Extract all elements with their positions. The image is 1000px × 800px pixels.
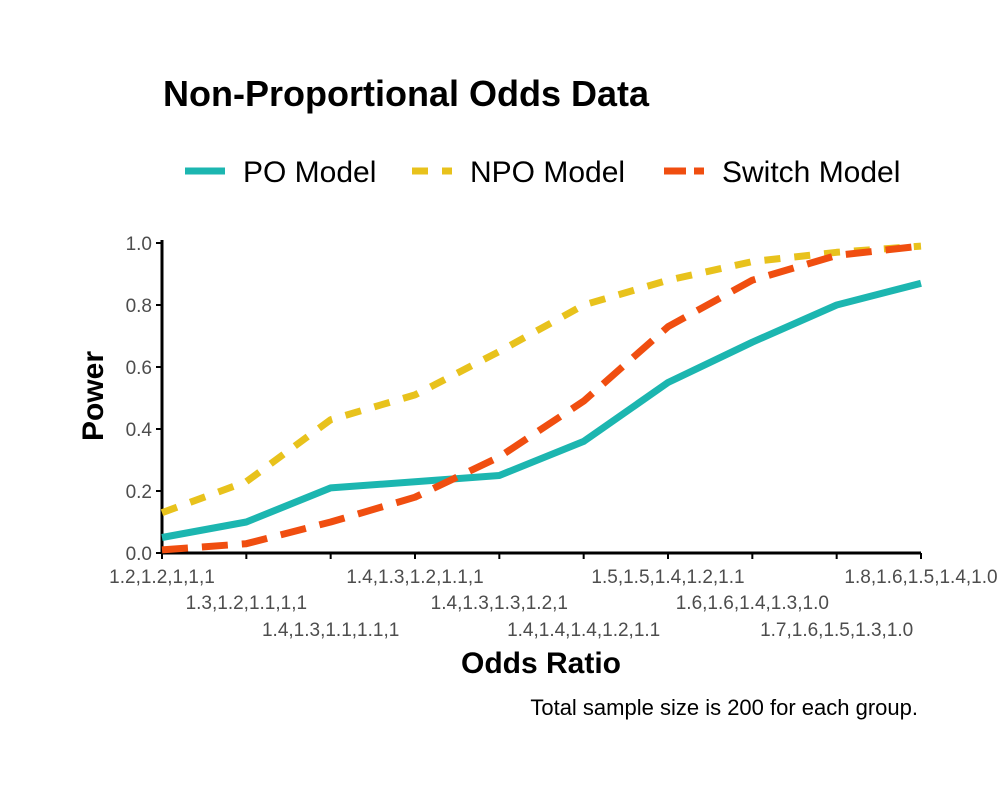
chart-title: Non-Proportional Odds Data (163, 73, 650, 114)
x-tick-label: 1.6,1.6,1.4,1.3,1.0 (676, 593, 829, 614)
x-tick-label: 1.4,1.3,1.1,1.1,1 (262, 620, 399, 641)
legend-label: NPO Model (470, 156, 625, 189)
x-tick-label: 1.8,1.6,1.5,1.4,1.0 (844, 567, 997, 588)
x-tick-label: 1.7,1.6,1.5,1.3,1.0 (760, 620, 913, 641)
x-tick-label: 1.5,1.5,1.4,1.2,1.1 (591, 567, 744, 588)
x-tick-label: 1.4,1.4,1.4,1.2,1.1 (507, 620, 660, 641)
series-line-npo-model (160, 242, 922, 516)
series-line-po-model (161, 279, 922, 541)
x-tick-label: 1.4,1.3,1.3,1.2,1 (431, 593, 568, 614)
y-tick-label: 1.0 (126, 234, 152, 255)
legend-label: PO Model (243, 156, 376, 189)
x-axis-title: Odds Ratio (461, 647, 621, 680)
series-lines (160, 242, 922, 554)
x-ticks: 1.2,1.2,1,1,1 1.3,1.2,1.1,1,1 1.4,1.3,1.1,… (109, 553, 998, 641)
x-tick-label: 1.3,1.2,1.1,1,1 (186, 593, 308, 614)
y-ticks: 0.0 0.2 0.4 0.6 0.8 1.0 (126, 234, 162, 565)
y-tick-label: 0.2 (126, 482, 152, 503)
chart-caption: Total sample size is 200 for each group. (530, 695, 918, 720)
axes (160, 240, 921, 555)
y-tick-label: 0.6 (126, 358, 152, 379)
series-line-switch-model (161, 242, 922, 554)
legend-label: Switch Model (722, 156, 900, 189)
y-axis-title: Power (77, 351, 110, 441)
legend: PO Model NPO Model Switch Model (185, 156, 900, 189)
y-tick-label: 0.8 (126, 296, 152, 317)
y-tick-label: 0.4 (126, 420, 153, 441)
x-tick-label: 1.4,1.3,1.2,1.1,1 (346, 567, 483, 588)
x-tick-label: 1.2,1.2,1,1,1 (109, 567, 215, 588)
y-tick-label: 0.0 (126, 544, 152, 565)
